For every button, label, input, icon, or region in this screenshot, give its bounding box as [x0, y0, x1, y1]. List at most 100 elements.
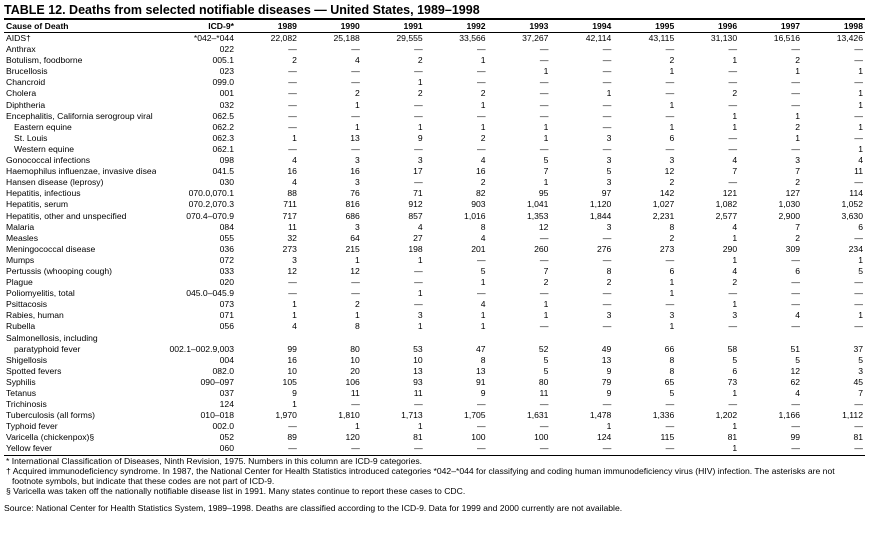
count-cell: 1 [417, 121, 423, 132]
count-cell: — [728, 288, 738, 299]
count-cell: — [476, 421, 486, 432]
count-cell: 4 [795, 388, 801, 398]
count-cell: — [602, 299, 612, 310]
cause-cell: Gonococcal infections [6, 155, 91, 166]
count-cell: 4 [480, 232, 486, 243]
count-cell: — [476, 110, 486, 121]
count-cell: — [791, 288, 801, 299]
cause-cell: Western equine [14, 143, 75, 154]
count-cell: — [351, 77, 360, 88]
count-cell: 99 [287, 343, 297, 354]
count-cell: 1 [669, 288, 675, 299]
count-cell: — [791, 77, 801, 88]
count-cell: 3 [606, 155, 612, 166]
count-cell: 6 [669, 132, 675, 143]
count-cell: 1 [543, 121, 549, 132]
count-cell: 42,114 [585, 33, 612, 43]
count-cell: 58 [727, 343, 738, 354]
table-row: Gonococcal infections 098 4 3 3 4 5 3 3 4 3 4 [4, 155, 865, 166]
count-cell: 2 [417, 88, 423, 99]
count-cell: — [791, 277, 801, 288]
count-cell: — [288, 77, 297, 88]
cause-cell: Eastern equine [14, 121, 72, 132]
count-cell: — [288, 99, 297, 110]
table-row: Yellow fever 060— — — — — — —1— — [4, 443, 865, 456]
cause-cell: Psittacosis [6, 299, 48, 310]
count-cell: 6 [858, 221, 863, 232]
count-cell: 8 [669, 221, 675, 232]
count-cell: 2 [669, 232, 675, 243]
count-cell: — [791, 88, 801, 99]
cause-cell: Typhoid fever [6, 421, 58, 432]
count-cell: 1 [795, 110, 801, 121]
count-cell: 5 [543, 354, 549, 365]
count-cell: — [791, 421, 801, 432]
count-cell: 5 [480, 265, 486, 276]
count-cell: 3,630 [841, 210, 863, 221]
count-cell: — [476, 44, 486, 55]
count-cell: 25,188 [333, 33, 360, 43]
count-cell: — [550, 443, 614, 456]
count-cell: 686 [345, 210, 360, 221]
count-cell: 17 [413, 166, 423, 177]
count-cell: — [602, 77, 612, 88]
icd-cell: 041.5 [212, 166, 234, 177]
count-cell: 3 [606, 310, 612, 321]
table-row: Malaria 084 11 3 4 8 12 3 8 4 7 6 [4, 222, 865, 233]
count-cell: — [351, 277, 360, 288]
count-cell: — [539, 288, 549, 299]
cause-cell: Botulism, foodborne [6, 55, 83, 66]
icd-cell: 071 [219, 310, 234, 321]
column-header: 1995 [613, 21, 677, 33]
cause-cell: Pertussis (whooping cough) [6, 265, 113, 276]
count-cell: 1,112 [842, 410, 863, 421]
count-cell: — [854, 55, 863, 66]
count-cell: — [665, 254, 675, 265]
count-cell: — [288, 110, 297, 121]
count-cell: 76 [350, 188, 360, 199]
count-cell: 12 [287, 265, 297, 276]
cause-cell: Trichinosis [6, 399, 47, 410]
cause-cell: paratyphoid fever [14, 343, 81, 354]
empty-cell [299, 333, 362, 344]
count-cell: 2 [795, 177, 801, 188]
count-cell: 49 [601, 343, 612, 354]
count-cell: 22,082 [270, 33, 297, 43]
icd-cell: 073 [219, 299, 234, 310]
count-cell: 3 [355, 177, 360, 188]
count-cell: — [854, 299, 863, 310]
count-cell: — [728, 399, 738, 410]
table-row: Cholera 001 — 2 2 2 — 1 — 2 — 1 [4, 88, 865, 99]
count-cell: 4 [795, 310, 801, 321]
count-cell: 81 [727, 432, 738, 443]
count-cell: 273 [659, 243, 675, 254]
count-cell: 2 [795, 232, 801, 243]
source-note: Source: National Center for Health Stati… [4, 502, 623, 513]
count-cell: 12 [664, 166, 675, 177]
count-cell: 198 [408, 243, 423, 254]
count-cell: 1 [795, 66, 801, 77]
table-row: Plague 020 — — — 1 2 2 1 2 — — [4, 277, 865, 288]
icd-cell: 036 [219, 243, 234, 254]
icd-cell: 002.0 [212, 421, 234, 432]
count-cell: — [414, 177, 423, 188]
count-cell: 99 [790, 432, 801, 443]
count-cell: 2,231 [652, 210, 675, 221]
count-cell: 127 [785, 188, 801, 199]
icd-cell: 033 [219, 265, 234, 276]
count-cell: 16,516 [773, 33, 801, 43]
table-row: St. Louis 062.3 1 13 9 2 1 3 6—1— [4, 133, 865, 144]
count-cell: 9 [606, 365, 612, 376]
count-cell: 3 [669, 310, 675, 321]
count-cell: 6 [732, 365, 738, 376]
count-cell: 93 [413, 376, 423, 387]
count-cell: 1 [732, 232, 738, 243]
count-cell: — [602, 121, 612, 132]
table-row: Encephalitis, California serogroup viral… [4, 111, 865, 122]
icd-cell: 070.4–070.9 [186, 210, 234, 221]
table-row: Rabies, human 071 1 1 3 1 1 3 3 3 4 1 [4, 310, 865, 321]
count-cell: 16 [287, 166, 297, 177]
count-cell: 16 [476, 166, 486, 177]
count-cell: 115 [660, 432, 675, 443]
icd-cell: 020 [219, 277, 234, 288]
